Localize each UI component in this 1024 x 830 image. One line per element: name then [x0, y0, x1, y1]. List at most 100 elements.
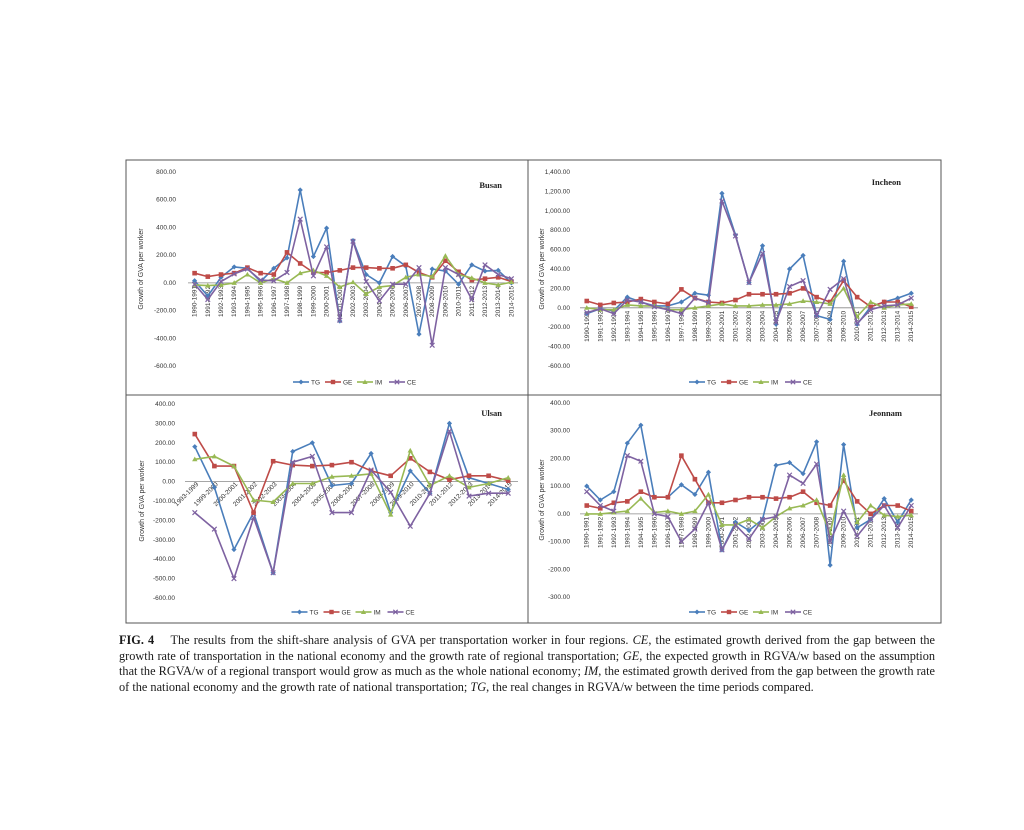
- legend-label: IM: [771, 380, 778, 387]
- x-tick-label: 2011-2012: [868, 310, 875, 341]
- data-point-ce: [231, 271, 237, 277]
- x-tick-label: 2014-2015: [908, 516, 915, 547]
- data-point-ge: [403, 262, 409, 268]
- data-point-tg: [895, 295, 901, 301]
- data-point-ge: [733, 497, 738, 503]
- y-tick-label: 1,200.00: [545, 188, 571, 195]
- x-tick-label: 2000-2001: [719, 310, 726, 341]
- x-tick-label: 2003-2004: [760, 310, 767, 341]
- x-tick-label: 2006-2007: [403, 285, 410, 316]
- data-point-ge: [350, 265, 356, 270]
- data-point-tg: [908, 497, 914, 503]
- x-tick-label: 1999-2000: [705, 516, 712, 547]
- data-point-tg: [881, 496, 887, 502]
- data-point-ce: [705, 500, 712, 506]
- data-point-tg: [469, 262, 475, 268]
- data-point-im: [309, 480, 316, 486]
- x-tick-label: 2012-2013: [482, 285, 489, 316]
- data-point-ce: [455, 271, 462, 278]
- data-point-tg: [611, 489, 617, 495]
- x-tick-label: 1992-1993: [611, 516, 618, 547]
- chart-jeonnam: 400.00 300.00 200.00 100.00 0.00 -100.00 -200.…: [539, 400, 918, 617]
- data-point-ge: [388, 473, 393, 479]
- data-point-ce: [881, 502, 887, 509]
- data-point-ce: [469, 296, 475, 303]
- x-tick-label: 2006-2007: [800, 310, 807, 341]
- data-point-ge: [746, 494, 752, 500]
- data-point-tg: [390, 253, 396, 260]
- y-tick-label: 1,400.00: [545, 169, 571, 176]
- x-tick-label: 2008-2009: [827, 310, 834, 341]
- data-point-ce: [746, 536, 752, 542]
- data-point-ce: [773, 319, 779, 326]
- x-tick-label: 2014-2015: [908, 310, 915, 341]
- data-point-tg: [827, 562, 833, 568]
- y-tick-label: 600.00: [156, 197, 176, 204]
- data-point-im: [466, 484, 472, 490]
- data-point-im: [840, 472, 847, 478]
- data-point-im: [584, 305, 590, 310]
- data-point-ce: [323, 244, 330, 250]
- x-tick-label: 1995-1996: [258, 285, 265, 316]
- x-tick-label: 2001-2002: [732, 516, 739, 547]
- x-tick-label: 2013-2014: [895, 516, 902, 547]
- data-point-tg: [705, 469, 712, 475]
- data-point-ge: [349, 459, 354, 465]
- data-point-tg: [746, 527, 752, 534]
- data-point-im: [746, 516, 752, 522]
- data-point-ce: [407, 523, 413, 529]
- x-tick-label: 2001-2002: [732, 310, 739, 341]
- x-tick-label: 1996-1997: [271, 285, 278, 316]
- legend-marker: [392, 609, 399, 615]
- data-point-ge: [679, 453, 684, 458]
- legend-marker: [362, 379, 368, 384]
- data-point-ce: [257, 277, 264, 283]
- data-point-ce: [692, 295, 698, 301]
- data-point-ce: [894, 302, 901, 308]
- data-point-ge: [679, 287, 684, 292]
- data-point-ge: [746, 291, 752, 297]
- y-tick-label: -200.00: [154, 308, 176, 315]
- x-tick-label: 2009-2010: [841, 310, 848, 341]
- data-point-tg: [290, 448, 296, 455]
- data-point-ge: [212, 463, 217, 469]
- data-point-ge: [218, 272, 224, 277]
- data-point-tg: [429, 266, 435, 272]
- data-point-im: [469, 275, 475, 281]
- data-point-ce: [678, 310, 685, 317]
- data-point-ce: [363, 278, 369, 285]
- data-point-im: [505, 475, 511, 480]
- data-point-im: [205, 282, 211, 288]
- data-point-im: [678, 307, 685, 312]
- data-point-ce: [692, 526, 698, 532]
- data-point-ce: [719, 198, 725, 204]
- data-point-tg: [505, 486, 511, 492]
- y-tick-label: -600.00: [548, 363, 570, 370]
- data-point-ce: [867, 516, 874, 523]
- data-point-tg: [692, 290, 698, 296]
- chart-busan: 800.00 600.00 400.00 200.00 0.00 -200.00 -400.…: [138, 169, 518, 387]
- data-point-tg: [192, 444, 198, 450]
- data-point-ce: [705, 300, 712, 306]
- data-point-ce: [786, 472, 793, 478]
- y-tick-label: 400.00: [550, 400, 570, 407]
- data-point-im: [485, 480, 492, 486]
- legend-label: TG: [310, 610, 319, 617]
- data-point-im: [624, 302, 631, 307]
- legend-marker: [360, 609, 367, 614]
- data-point-ce: [624, 297, 631, 303]
- y-tick-label: -100.00: [153, 498, 175, 505]
- y-tick-label: 600.00: [550, 247, 570, 254]
- data-point-ge: [854, 499, 860, 504]
- y-tick-label: -100.00: [548, 539, 570, 546]
- data-point-tg: [368, 450, 374, 457]
- data-point-ce: [624, 452, 631, 459]
- y-tick-label: 200.00: [156, 252, 176, 259]
- y-tick-label: 0.00: [557, 511, 570, 518]
- data-point-ce: [446, 428, 453, 434]
- data-point-tg: [416, 331, 422, 337]
- legend-marker: [790, 609, 796, 615]
- y-tick-label: 400.00: [550, 266, 570, 273]
- x-tick-label: 1999-2000: [310, 285, 317, 316]
- x-tick-label: 1996-1997: [665, 516, 672, 547]
